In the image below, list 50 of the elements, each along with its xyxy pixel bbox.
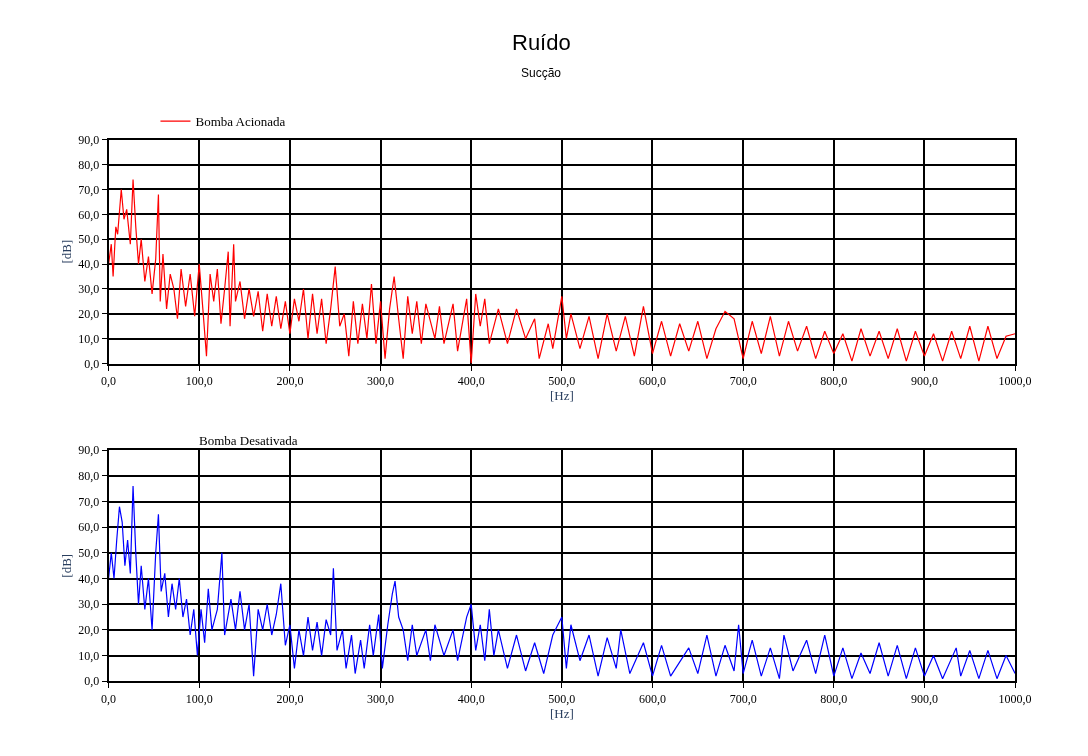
chart-title: Ruído — [512, 30, 571, 55]
y-tick-label: 0,0 — [84, 674, 100, 689]
y-tick-label: 0,0 — [84, 356, 100, 371]
y-tick-label: 10,0 — [78, 648, 100, 663]
y-tick-label: 80,0 — [78, 157, 100, 172]
x-tick-label: 600,0 — [638, 691, 666, 706]
x-tick-label: 400,0 — [457, 691, 485, 706]
chart-subtitle: Sucção — [521, 66, 562, 80]
y-tick-label: 40,0 — [78, 257, 100, 272]
y-tick-label: 90,0 — [78, 132, 100, 147]
x-tick-label: 200,0 — [276, 691, 304, 706]
y-tick-label: 30,0 — [78, 597, 100, 612]
x-tick-label: 100,0 — [185, 373, 213, 388]
x-tick-label: 0,0 — [101, 373, 117, 388]
x-tick-label: 400,0 — [457, 373, 485, 388]
x-tick-label: 200,0 — [276, 373, 304, 388]
y-tick-label: 40,0 — [78, 571, 100, 586]
x-tick-label: 900,0 — [910, 691, 938, 706]
y-axis-title: [dB] — [58, 239, 74, 264]
y-tick-label: 20,0 — [78, 307, 100, 322]
x-tick-label: 300,0 — [367, 691, 395, 706]
x-tick-label: 1000,0 — [998, 373, 1032, 388]
x-tick-label: 0,0 — [101, 691, 117, 706]
x-tick-label: 1000,0 — [998, 691, 1032, 706]
x-tick-label: 700,0 — [729, 691, 757, 706]
y-tick-label: 30,0 — [78, 282, 100, 297]
x-tick-label: 800,0 — [820, 691, 848, 706]
x-tick-label: 300,0 — [367, 373, 395, 388]
y-tick-label: 70,0 — [78, 494, 100, 509]
y-tick-label: 10,0 — [78, 331, 100, 346]
chart-title: Bomba Desativada — [199, 433, 298, 448]
x-tick-label: 800,0 — [820, 373, 848, 388]
y-tick-label: 20,0 — [78, 623, 100, 638]
y-tick-label: 50,0 — [78, 546, 100, 561]
legend-label: Bomba Acionada — [195, 114, 286, 130]
y-tick-label: 50,0 — [78, 232, 100, 247]
x-tick-label: 500,0 — [548, 691, 576, 706]
x-tick-label: 600,0 — [638, 373, 666, 388]
x-tick-label: 900,0 — [910, 373, 938, 388]
y-tick-label: 70,0 — [78, 182, 100, 197]
y-tick-label: 80,0 — [78, 469, 100, 484]
x-axis-title: [Hz] — [549, 705, 574, 721]
x-tick-label: 700,0 — [729, 373, 757, 388]
y-tick-label: 90,0 — [78, 443, 100, 458]
x-axis-title: [Hz] — [549, 387, 574, 403]
y-tick-label: 60,0 — [78, 207, 100, 222]
y-axis-title: [dB] — [58, 553, 74, 578]
x-tick-label: 100,0 — [185, 691, 213, 706]
x-tick-label: 500,0 — [548, 373, 576, 388]
y-tick-label: 60,0 — [78, 520, 100, 535]
